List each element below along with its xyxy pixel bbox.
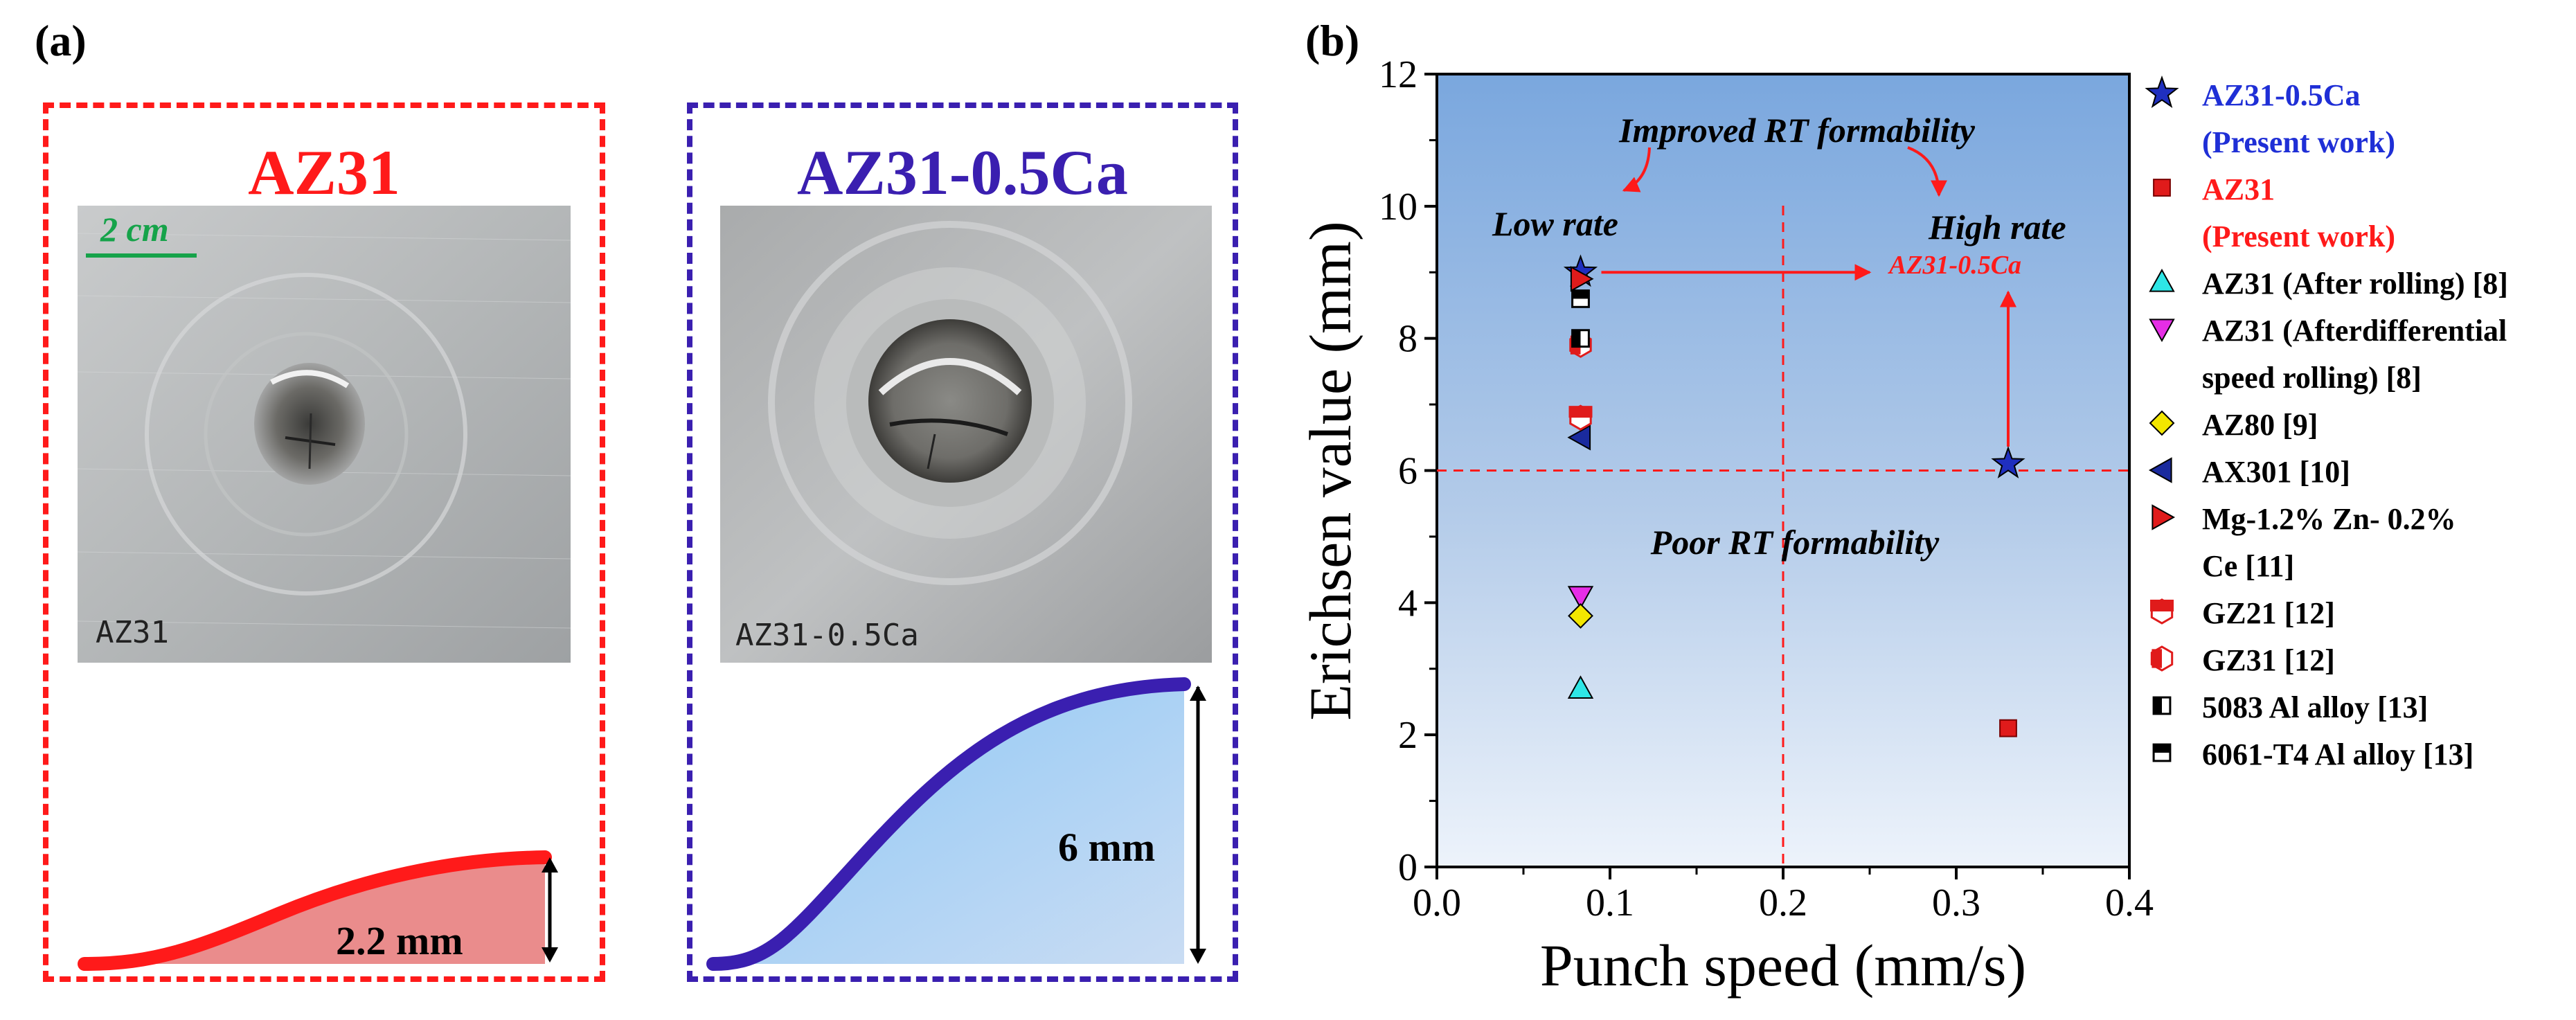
y-tick-label: 4 (1398, 582, 1417, 625)
x-axis-label: Punch speed (mm/s) (1540, 932, 2026, 999)
y-tick-label: 2 (1398, 714, 1417, 757)
data-point-square (1999, 719, 2017, 737)
legend-label: 6061-T4 Al alloy [13] (2202, 737, 2474, 771)
az31-photo-caption: AZ31 (96, 615, 169, 650)
az31-sample-box: AZ31 (43, 102, 605, 982)
legend-marker-square-half-v-fill (2154, 697, 2162, 714)
az31ca-sample-box: AZ31-0.5Ca (687, 102, 1238, 982)
x-tick-label: 0.3 (1932, 882, 1980, 924)
x-tick-label: 0.0 (1413, 882, 1461, 924)
data-point-triangle-left (1567, 424, 1591, 451)
az31ca-dome-profile (706, 677, 1206, 971)
y-axis-label: Erichsen value (mm) (1297, 221, 1363, 720)
legend-marker-hex-half-h-fill (2150, 600, 2174, 611)
y-tick-label: 6 (1398, 450, 1417, 493)
panel-b-label: (b) (1305, 16, 1360, 65)
data-point-square-half-h-fill (1572, 290, 1589, 299)
legend-label-line2: speed rolling) [8] (2202, 361, 2422, 395)
y-tick-label: 0 (1398, 846, 1417, 889)
az31-dome-profile (78, 850, 558, 971)
low-rate-label: Low rate (1492, 204, 1618, 243)
legend-label: AZ31 (2202, 172, 2275, 206)
az31ca-photo-caption: AZ31-0.5Ca (735, 618, 919, 653)
az31-height-label: 2.2 mm (336, 918, 463, 963)
az31-photo (78, 206, 571, 663)
panel-a-label: (a) (35, 16, 87, 65)
data-point-triangle-up (1567, 675, 1594, 699)
x-tick-label: 0.1 (1586, 882, 1634, 924)
legend-marker-star (2145, 75, 2179, 109)
legend-marker-triangle-up (2149, 268, 2175, 292)
x-tick-label: 0.4 (2105, 882, 2154, 924)
az31ca-photo (720, 206, 1212, 663)
legend-marker-triangle-left (2148, 457, 2172, 483)
legend-label-line2: Ce [11] (2202, 549, 2294, 583)
legend-label: 5083 Al alloy [13] (2202, 690, 2428, 724)
legend-label: Mg-1.2% Zn- 0.2% (2202, 502, 2456, 536)
legend-label-line2: (Present work) (2202, 125, 2395, 159)
az31-photo-graphic (78, 206, 571, 663)
curved-arrow-right (1907, 146, 1947, 197)
legend-marker-square (2153, 179, 2171, 197)
y-tick-label: 12 (1379, 53, 1417, 96)
legend-marker-triangle-right (2152, 504, 2176, 530)
az31ca-title: AZ31-0.5Ca (797, 137, 1128, 208)
legend-label: AZ80 [9] (2202, 408, 2318, 442)
data-point-triangle-down (1567, 586, 1594, 609)
az31-scale-label: 2 cm (100, 210, 169, 249)
az31ca-photo-graphic (720, 206, 1212, 663)
poor-formability-label: Poor RT formability (1650, 523, 1940, 562)
legend-label: AZ31 (Afterdifferential (2202, 314, 2507, 348)
legend-marker-hex-half-v-fill (2152, 649, 2162, 668)
y-tick-label: 8 (1398, 318, 1417, 361)
data-point-diamond (1568, 603, 1593, 629)
legend-label: AX301 [10] (2202, 455, 2350, 489)
high-rate-label: High rate (1928, 208, 2066, 247)
legend-marker-square-half-h-fill (2154, 744, 2170, 753)
az31-scale-bar (86, 253, 197, 258)
legend-label: AZ31 (After rolling) [8] (2202, 267, 2508, 301)
legend-label: GZ21 [12] (2202, 596, 2335, 630)
x-tick-label: 0.2 (1759, 882, 1807, 924)
legend-marker-diamond (2149, 410, 2175, 436)
data-point-star (1991, 446, 2025, 478)
improved-formability-label: Improved RT formability (1618, 111, 1976, 150)
y-tick-label: 10 (1379, 186, 1417, 229)
arrow-sample-label: AZ31-0.5Ca (1888, 251, 2021, 280)
legend-label-line2: (Present work) (2202, 220, 2395, 253)
curved-arrow-left (1622, 147, 1651, 193)
data-point-hex-half-h-fill (1568, 406, 1593, 418)
legend-label: GZ31 [12] (2202, 643, 2335, 677)
data-point-triangle-right (1570, 266, 1594, 292)
az31ca-height-label: 6 mm (1058, 825, 1156, 870)
legend-label: AZ31-0.5Ca (2202, 78, 2361, 112)
legend-marker-triangle-down (2149, 319, 2175, 343)
az31-title: AZ31 (248, 137, 400, 208)
data-point-square-half-v-fill (1572, 330, 1581, 347)
